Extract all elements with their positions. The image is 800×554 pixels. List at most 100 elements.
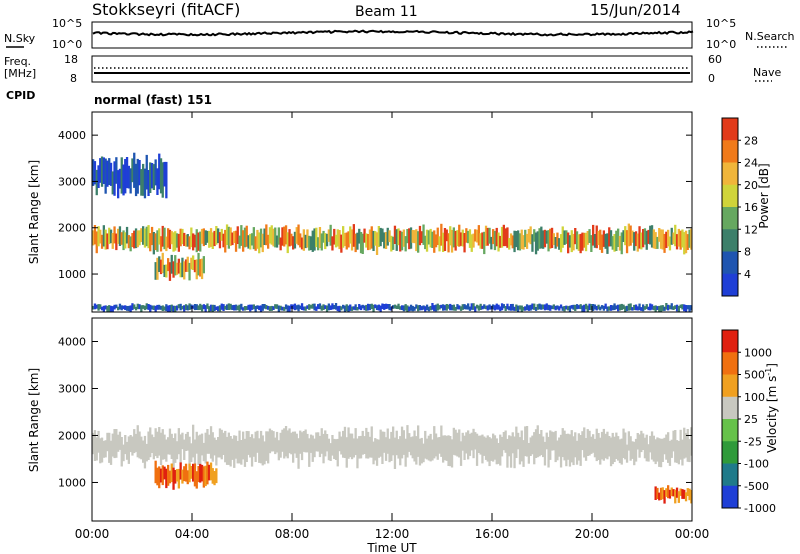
- heatmap-cell: [436, 227, 439, 245]
- heatmap-cell: [590, 304, 593, 311]
- x-tick-label: 00:00: [675, 527, 710, 541]
- heatmap-cell: [108, 432, 111, 463]
- heatmap-cell: [229, 303, 232, 310]
- heatmap-cell: [604, 433, 607, 459]
- heatmap-cell: [133, 152, 136, 188]
- heatmap-cell: [570, 430, 573, 463]
- heatmap-cell: [634, 438, 638, 462]
- velocity-ylabel: Slant Range [km]: [27, 368, 41, 472]
- heatmap-cell: [502, 224, 505, 247]
- heatmap-cell: [222, 233, 225, 248]
- colorbar-segment: [722, 162, 738, 186]
- heatmap-cell: [308, 235, 311, 251]
- heatmap-cell: [100, 306, 104, 311]
- heatmap-cell: [642, 229, 645, 248]
- noise-tick-right-top: 10^5: [706, 17, 736, 30]
- heatmap-cell: [267, 305, 270, 310]
- heatmap-cell: [315, 306, 318, 311]
- heatmap-cell: [411, 230, 414, 243]
- heatmap-cell: [243, 227, 247, 248]
- heatmap-cell: [420, 231, 423, 243]
- heatmap-cell: [145, 226, 148, 247]
- heatmap-cell: [586, 429, 589, 456]
- heatmap-cell: [654, 305, 657, 312]
- heatmap-cell: [527, 305, 530, 311]
- heatmap-cell: [465, 228, 468, 243]
- heatmap-cell: [433, 305, 436, 312]
- heatmap-cell: [404, 438, 407, 467]
- freq-tick-bottom: 8: [70, 72, 77, 85]
- heatmap-cell: [567, 232, 570, 254]
- heatmap-cell: [213, 230, 216, 247]
- heatmap-cell: [527, 443, 530, 464]
- heatmap-cell: [131, 303, 134, 311]
- heatmap-cell: [142, 305, 145, 309]
- heatmap-cell: [442, 232, 445, 252]
- heatmap-cell: [102, 440, 105, 458]
- noise-panel-frame: [91, 21, 693, 49]
- heatmap-cell: [631, 441, 634, 459]
- heatmap-cell: [150, 163, 154, 189]
- heatmap-cell: [215, 468, 218, 484]
- heatmap-cell: [667, 304, 670, 311]
- heatmap-cell: [322, 304, 325, 310]
- heatmap-cell: [518, 305, 522, 310]
- heatmap-cell: [209, 228, 213, 247]
- heatmap-cell: [129, 236, 132, 252]
- heatmap-cell: [436, 303, 439, 311]
- heatmap-cell: [236, 226, 239, 244]
- heatmap-cell: [195, 304, 198, 310]
- heatmap-cell: [459, 232, 463, 246]
- heatmap-cell: [456, 304, 459, 310]
- heatmap-cell: [277, 440, 280, 461]
- x-tick-label: 20:00: [575, 527, 610, 541]
- heatmap-cell: [275, 304, 279, 309]
- heatmap-cell: [481, 434, 484, 464]
- heatmap-cell: [104, 158, 107, 194]
- heatmap-cell: [167, 437, 170, 455]
- heatmap-cell: [129, 305, 132, 312]
- heatmap-cell: [202, 466, 205, 488]
- heatmap-cell: [583, 427, 586, 458]
- heatmap-cell: [217, 228, 220, 244]
- heatmap-cell: [318, 227, 322, 249]
- heatmap-cell: [552, 432, 555, 451]
- heatmap-cell: [133, 230, 136, 249]
- heatmap-cell: [336, 229, 339, 247]
- heatmap-cell: [536, 425, 539, 458]
- noise-tick-left-top: 10^5: [52, 17, 82, 30]
- heatmap-cell: [618, 304, 622, 311]
- heatmap-cell: [333, 228, 336, 245]
- heatmap-cell: [500, 436, 504, 457]
- heatmap-cell: [211, 432, 214, 462]
- heatmap-cell: [259, 305, 263, 312]
- heatmap-cell: [533, 303, 536, 310]
- heatmap-cell: [570, 230, 573, 253]
- heatmap-cell: [543, 229, 547, 248]
- heatmap-cell: [384, 303, 388, 309]
- heatmap-cell: [163, 434, 166, 460]
- heatmap-cell: [649, 435, 652, 453]
- heatmap-cell: [633, 304, 636, 311]
- heatmap-cell: [509, 233, 513, 246]
- heatmap-cell: [422, 443, 425, 463]
- heatmap-cell: [149, 162, 152, 193]
- heatmap-cell: [547, 304, 550, 311]
- heatmap-cell: [220, 303, 223, 310]
- heatmap-cell: [95, 231, 98, 254]
- heatmap-cell: [597, 230, 600, 246]
- heatmap-cell: [270, 225, 273, 245]
- heatmap-cell: [367, 431, 370, 459]
- colorbar-tick-label: 8: [744, 246, 751, 259]
- heatmap-cell: [390, 431, 393, 461]
- heatmap-cell: [320, 233, 323, 251]
- heatmap-cell: [145, 154, 148, 190]
- heatmap-cell: [274, 227, 277, 248]
- heatmap-cell: [581, 305, 584, 312]
- heatmap-cell: [368, 436, 372, 458]
- heatmap-cell: [579, 233, 582, 254]
- heatmap-cell: [161, 429, 164, 460]
- heatmap-cell: [586, 305, 589, 312]
- heatmap-cell: [456, 230, 459, 247]
- heatmap-cell: [175, 262, 179, 275]
